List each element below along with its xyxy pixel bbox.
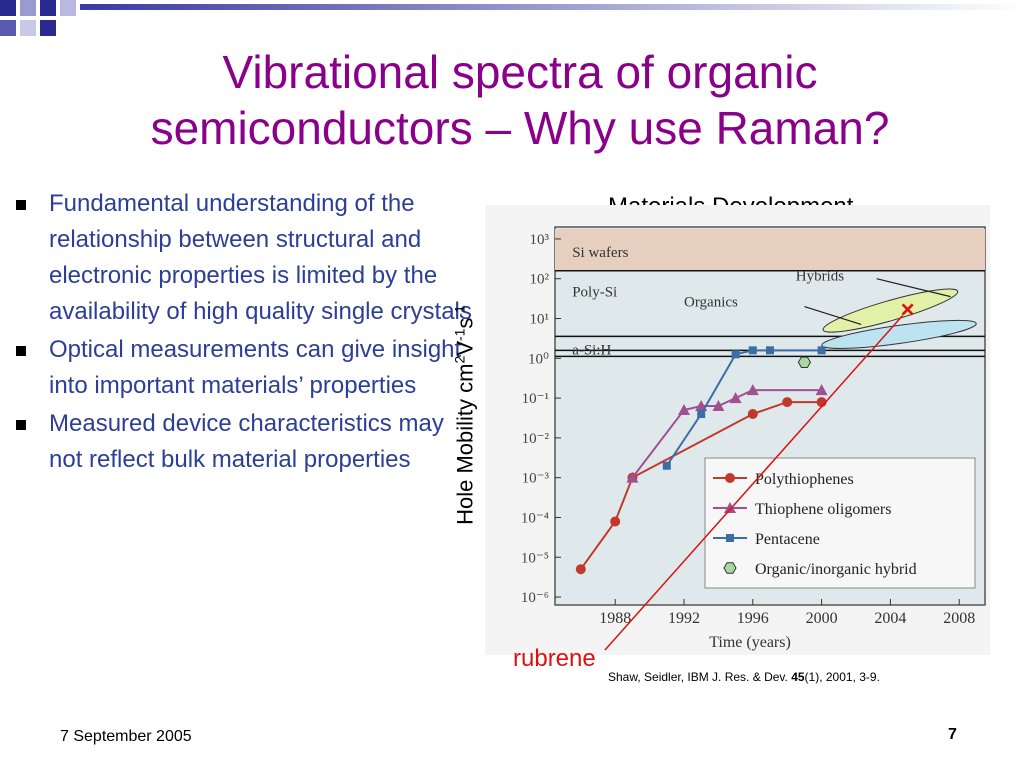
mobility-chart: Si wafers Poly-Si a-Si:H Organics Hybrids 10³… [485,205,990,655]
data-point [725,473,735,483]
data-point [610,516,621,527]
y-tick-label: 10⁻¹ [522,391,549,407]
region-label: Poly-Si [572,285,617,301]
bullet-text: Measured device characteristics may not … [49,410,444,473]
series-line [579,401,822,570]
data-point [748,346,757,355]
data-point [726,534,734,542]
data-point [626,471,639,483]
y-tick-label: 10⁻⁶ [521,590,549,606]
bullet-text: Optical measurements can give insight in… [49,336,462,399]
bullet-square-icon [16,420,26,430]
bullet-square-icon [16,346,26,356]
data-point [782,397,793,408]
data-point [797,356,811,368]
y-axis-label: Hole Mobility cm2V-1s-1 [451,305,478,525]
data-point [575,564,586,575]
y-tick-label: 10² [530,272,550,288]
bullet-item: Fundamental understanding of the relatio… [12,186,482,330]
legend: Polythiophenes Thiophene oligomers Pentace… [704,457,976,589]
organics-arrow [804,306,862,326]
legend-label: Thiophene oligomers [755,501,891,518]
data-point [712,400,725,412]
footer-date: 7 September 2005 [60,728,192,745]
data-point [815,384,828,396]
bullet-text: Fundamental understanding of the relatio… [49,190,472,325]
data-point [723,562,737,574]
legend-box [704,457,976,589]
x-tick-label: 1992 [668,610,700,627]
series-line [665,349,822,467]
region-label: Si wafers [572,245,628,261]
rubrene-pointer [604,315,904,651]
x-tick-label: 2004 [874,610,906,627]
data-point [746,384,759,396]
legend-label: Pentacene [755,531,820,548]
y-tick-label: 10¹ [530,312,550,328]
organics-ellipse [821,319,977,349]
x-tick-label: 1996 [737,610,769,627]
y-tick-label: 10⁻⁴ [521,510,549,526]
si-wafers-band [555,228,985,271]
y-tick-label: 10⁻² [522,431,550,447]
data-point [678,404,690,416]
x-tick-label: 1988 [599,610,631,627]
data-point [697,410,706,419]
rubrene-marker: × [901,297,915,324]
legend-label: Organic/inorganic hybrid [755,561,917,578]
y-tick-label: 10³ [530,232,550,248]
bullet-square-icon [16,200,26,210]
title-line-2: semiconductors – Why use Raman? [150,102,890,154]
region-label: Hybrids [796,269,844,285]
bullet-item: Optical measurements can give insight in… [12,332,482,404]
series-organic-inorganic-hybrid [797,356,811,368]
data-point [729,392,742,404]
hybrids-arrow [876,278,951,298]
legend-label: Polythiophenes [755,471,854,488]
data-point [817,346,826,355]
slide-title: Vibrational spectra of organic semicondu… [40,44,1000,156]
data-point [747,409,758,420]
title-line-1: Vibrational spectra of organic [222,46,818,98]
page-number: 7 [948,726,957,743]
bullet-list: Fundamental understanding of the relatio… [12,186,482,480]
bullet-item: Measured device characteristics may not … [12,406,482,478]
data-point [731,350,740,359]
header-decoration [0,0,1024,36]
rubrene-label: rubrene [513,645,596,672]
region-label: Organics [684,295,738,311]
data-point [724,502,736,513]
y-tick-label: 10⁻⁵ [521,550,549,566]
x-tick-label: 2008 [943,610,975,627]
series-pentacene [662,346,826,470]
x-axis-label: Time (years) [709,634,791,651]
x-tick-label: 2000 [806,610,838,627]
y-tick-label: 10⁻³ [522,471,550,487]
y-tick-label: 10⁰ [528,351,549,367]
series-thiophene-oligomers [626,384,828,483]
hybrids-ellipse [822,288,959,333]
citation: Shaw, Seidler, IBM J. Res. & Dev. 45(1),… [608,670,880,684]
data-point [766,346,774,355]
data-point [662,461,671,470]
region-label: a-Si:H [572,342,611,358]
